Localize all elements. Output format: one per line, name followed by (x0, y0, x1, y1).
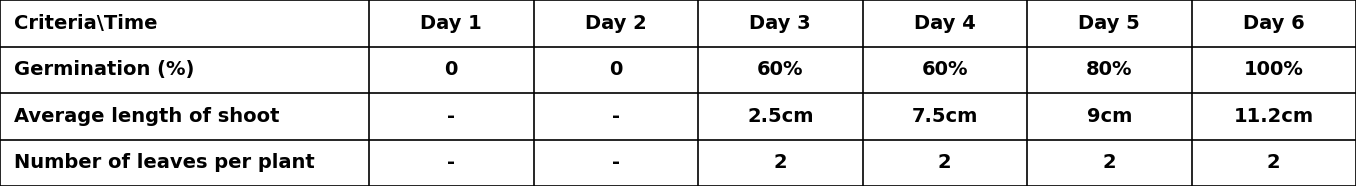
Text: Average length of shoot: Average length of shoot (14, 107, 279, 126)
Bar (1026, 46, 1192, 93)
Text: 7.5cm: 7.5cm (911, 107, 978, 126)
Bar (1026, 140, 1192, 186)
Bar (369, 93, 533, 140)
Text: 2: 2 (1102, 153, 1116, 172)
Bar (533, 46, 698, 93)
Text: -: - (612, 153, 620, 172)
Bar (533, 0, 698, 46)
Bar (698, 0, 862, 46)
Bar (862, 140, 1026, 186)
Bar (862, 46, 1026, 93)
Bar (862, 0, 1026, 46)
Text: 2: 2 (773, 153, 786, 172)
Bar (0, 140, 369, 186)
Text: -: - (612, 107, 620, 126)
Text: 60%: 60% (922, 60, 968, 79)
Bar (698, 140, 862, 186)
Text: 2.5cm: 2.5cm (747, 107, 814, 126)
Bar (1192, 46, 1356, 93)
Text: Number of leaves per plant: Number of leaves per plant (14, 153, 315, 172)
Text: Day 1: Day 1 (420, 14, 483, 33)
Text: 100%: 100% (1243, 60, 1303, 79)
Bar (0, 0, 369, 46)
Bar (369, 140, 533, 186)
Bar (1192, 140, 1356, 186)
Bar (698, 93, 862, 140)
Text: Germination (%): Germination (%) (14, 60, 194, 79)
Bar (1192, 93, 1356, 140)
Text: Day 3: Day 3 (750, 14, 811, 33)
Text: Day 2: Day 2 (584, 14, 647, 33)
Bar (1192, 0, 1356, 46)
Bar (0, 46, 369, 93)
Text: 60%: 60% (757, 60, 804, 79)
Text: 9cm: 9cm (1086, 107, 1132, 126)
Bar (533, 93, 698, 140)
Bar (1026, 93, 1192, 140)
Text: Day 5: Day 5 (1078, 14, 1140, 33)
Text: 0: 0 (609, 60, 622, 79)
Text: 0: 0 (445, 60, 458, 79)
Text: -: - (447, 153, 456, 172)
Text: Day 4: Day 4 (914, 14, 976, 33)
Bar (369, 46, 533, 93)
Text: 2: 2 (1267, 153, 1280, 172)
Text: Day 6: Day 6 (1243, 14, 1304, 33)
Bar (0, 93, 369, 140)
Bar (862, 93, 1026, 140)
Text: 2: 2 (938, 153, 952, 172)
Bar (533, 140, 698, 186)
Text: 80%: 80% (1086, 60, 1132, 79)
Text: Criteria\Time: Criteria\Time (14, 14, 157, 33)
Bar (1026, 0, 1192, 46)
Text: -: - (447, 107, 456, 126)
Bar (369, 0, 533, 46)
Text: 11.2cm: 11.2cm (1234, 107, 1314, 126)
Bar (698, 46, 862, 93)
